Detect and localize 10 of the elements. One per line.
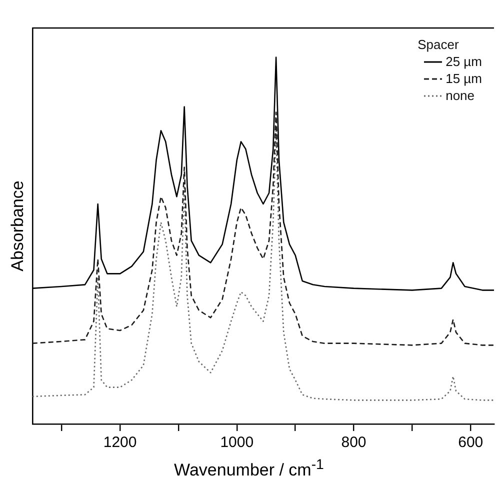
legend-label: none xyxy=(446,87,475,104)
legend-title: Spacer xyxy=(418,36,460,53)
y-axis-title: Absorbance xyxy=(8,180,27,272)
x-tick-label: 600 xyxy=(458,434,484,452)
x-tick-label: 800 xyxy=(341,434,366,452)
legend-label: 15 µm xyxy=(446,70,482,87)
x-tick-label: 1000 xyxy=(220,434,254,452)
x-axis-title: Wavenumber / cm$^{-1}$ xyxy=(173,457,325,481)
legend-label: 25 µm xyxy=(446,53,482,70)
x-tick-label: 1200 xyxy=(103,434,137,452)
